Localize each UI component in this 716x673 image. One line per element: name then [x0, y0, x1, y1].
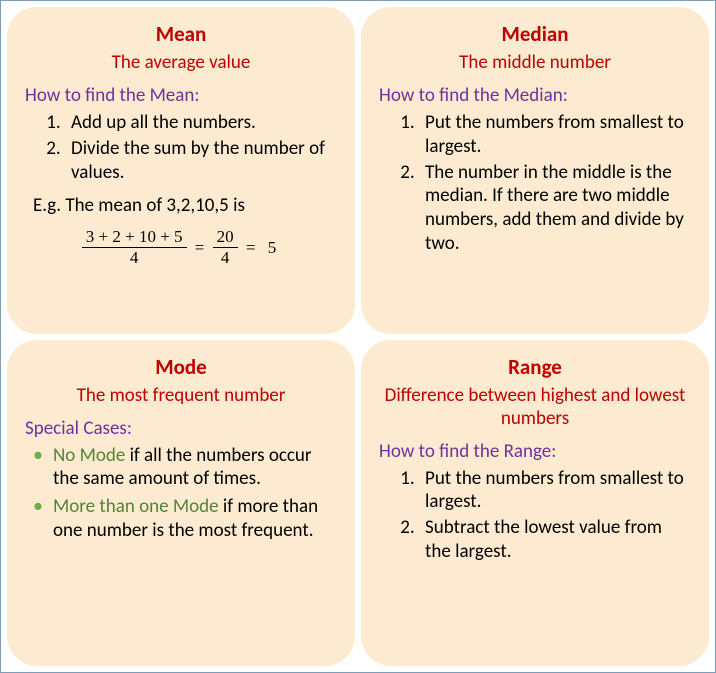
mode-cases-list: No Mode if all the numbers occur the sam… — [25, 444, 337, 543]
fraction: 20 4 — [213, 227, 238, 268]
median-howto: How to find the Median: — [379, 84, 691, 107]
equals-sign: = — [242, 238, 260, 258]
mean-math: 3 + 2 + 10 + 5 4 = 20 4 = 5 — [25, 227, 337, 268]
mode-title: Mode — [25, 354, 337, 380]
mean-steps: Add up all the numbers. Divide the sum b… — [25, 111, 337, 184]
mode-special-cases: Special Cases: — [25, 417, 337, 440]
denominator: 4 — [82, 248, 187, 268]
list-item: Subtract the lowest value from the large… — [419, 516, 691, 564]
mean-subtitle: The average value — [25, 51, 337, 74]
mean-title: Mean — [25, 21, 337, 47]
range-title: Range — [379, 354, 691, 380]
numerator: 20 — [213, 227, 238, 248]
median-subtitle: The middle number — [379, 51, 691, 74]
mean-example-intro: E.g. The mean of 3,2,10,5 is — [33, 194, 337, 217]
range-howto: How to find the Range: — [379, 440, 691, 463]
list-item: Put the numbers from smallest to largest… — [419, 467, 691, 515]
range-subtitle: Difference between highest and lowest nu… — [379, 384, 691, 430]
mode-case-highlight: More than one Mode — [53, 495, 219, 518]
numerator: 3 + 2 + 10 + 5 — [82, 227, 187, 248]
fraction: 3 + 2 + 10 + 5 4 — [82, 227, 187, 268]
median-title: Median — [379, 21, 691, 47]
list-item: More than one Mode if more than one numb… — [31, 495, 337, 543]
result: 5 — [264, 238, 281, 258]
denominator: 4 — [213, 248, 238, 268]
equals-sign: = — [191, 238, 209, 258]
range-steps: Put the numbers from smallest to largest… — [379, 467, 691, 564]
cards-grid: Mean The average value How to find the M… — [7, 7, 709, 666]
mean-card: Mean The average value How to find the M… — [7, 7, 355, 334]
list-item: Add up all the numbers. — [65, 111, 337, 135]
list-item: Divide the sum by the number of values. — [65, 137, 337, 185]
mode-case-highlight: No Mode — [53, 444, 125, 467]
list-item: Put the numbers from smallest to largest… — [419, 111, 691, 159]
list-item: The number in the middle is the median. … — [419, 161, 691, 256]
mode-card: Mode The most frequent number Special Ca… — [7, 340, 355, 667]
mode-subtitle: The most frequent number — [25, 384, 337, 407]
median-card: Median The middle number How to find the… — [361, 7, 709, 334]
list-item: No Mode if all the numbers occur the sam… — [31, 444, 337, 492]
range-card: Range Difference between highest and low… — [361, 340, 709, 667]
mean-howto: How to find the Mean: — [25, 84, 337, 107]
median-steps: Put the numbers from smallest to largest… — [379, 111, 691, 256]
